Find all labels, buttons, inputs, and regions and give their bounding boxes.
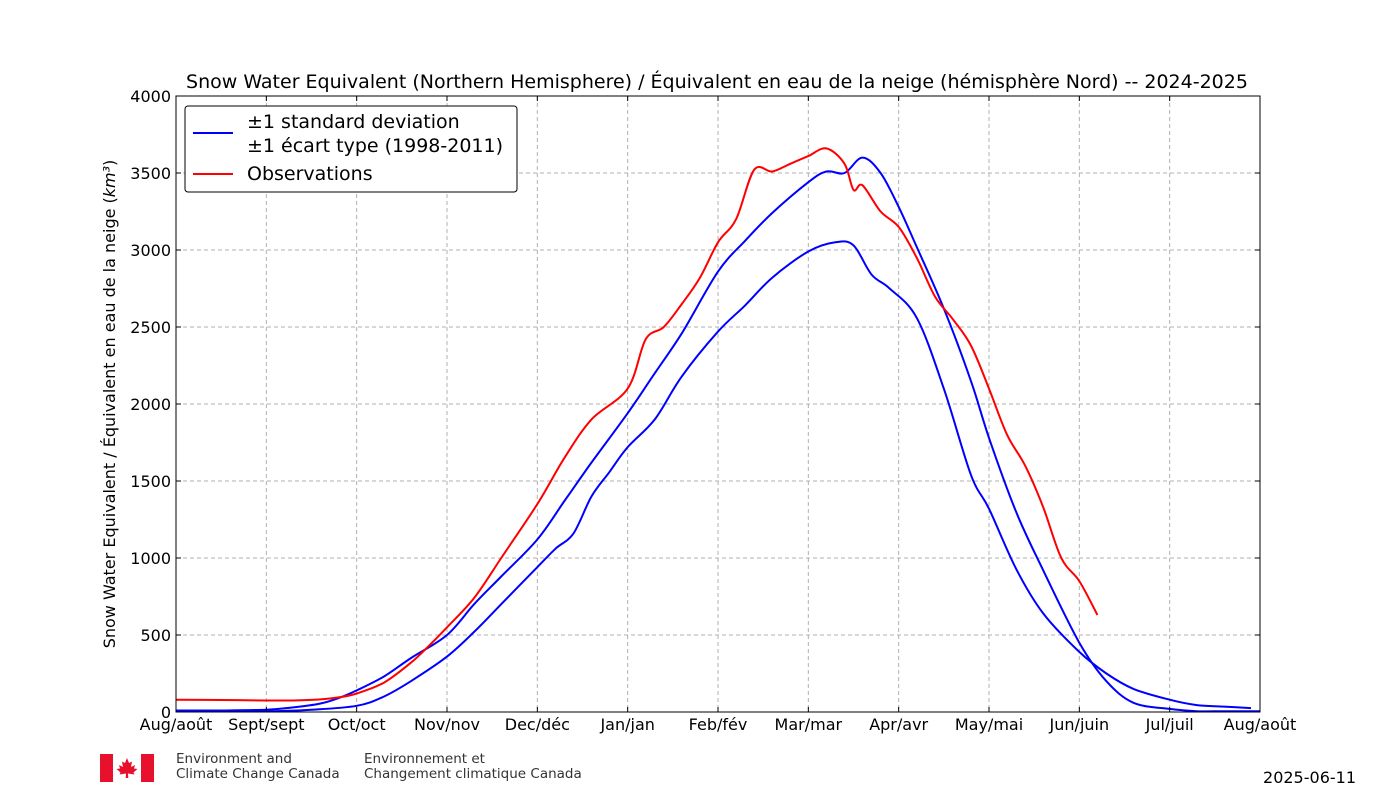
legend-std-label-line1: ±1 standard deviation [247, 111, 460, 133]
series-line-lower [175, 240, 1252, 713]
series-line-observed [175, 147, 1099, 702]
x-tick-label: Aug/août [140, 715, 213, 734]
org-fr-line1: Environnement et [364, 751, 485, 767]
x-tick-label: Dec/déc [505, 715, 570, 734]
y-tick-label: 1000 [130, 549, 171, 568]
y-tick-label: 3000 [130, 241, 171, 260]
y-tick-label: 0 [161, 703, 171, 722]
org-en-line1: Environment and [176, 751, 292, 767]
org-fr-line2: Changement climatique Canada [364, 766, 582, 782]
y-tick-label: 2500 [130, 318, 171, 337]
y-tick-label: 3500 [130, 164, 171, 183]
x-tick-label: Jul/juil [1145, 715, 1194, 734]
y-tick-label: 4000 [130, 87, 171, 106]
x-tick-label: Oct/oct [328, 715, 386, 734]
swe-chart: Snow Water Equivalent (Northern Hemisphe… [100, 70, 1297, 734]
x-tick-label: Mar/mar [775, 715, 843, 734]
legend: ±1 standard deviation ±1 écart type (199… [184, 105, 518, 193]
legend-std-label-line2: ±1 écart type (1998-2011) [247, 135, 503, 157]
x-tick-labels: Aug/août Sept/sept Oct/oct Nov/nov Dec/déc Ja… [140, 96, 1297, 734]
x-tick-label: Aug/août [1224, 715, 1297, 734]
y-tick-label: 2000 [130, 395, 171, 414]
series-line-upper [175, 156, 1260, 713]
y-tick-labels: 0 500 1000 1500 2000 2500 3000 3500 4000 [130, 87, 1260, 722]
report-date: 2025-06-11 [1263, 768, 1356, 787]
legend-obs-label: Observations [247, 163, 373, 185]
y-axis-label: Snow Water Equivalent / Équivalent en ea… [100, 160, 119, 649]
y-axis-unit: km³ [100, 166, 119, 197]
x-tick-label: Nov/nov [414, 715, 480, 734]
x-tick-label: Feb/fév [689, 715, 748, 734]
canada-flag-icon [100, 754, 154, 782]
chart-title: Snow Water Equivalent (Northern Hemisphe… [186, 70, 1248, 93]
x-tick-label: Jun/juin [1049, 715, 1110, 734]
x-tick-label: Sept/sept [228, 715, 304, 734]
org-name-english: Environment and Climate Change Canada [176, 752, 340, 782]
legend-box [184, 105, 518, 193]
org-name-french: Environnement et Changement climatique C… [364, 752, 582, 782]
org-en-line2: Climate Change Canada [176, 766, 340, 782]
gridlines [176, 96, 1260, 712]
y-tick-label: 500 [140, 626, 171, 645]
series-lines [175, 147, 1260, 713]
x-tick-label: Apr/avr [869, 715, 928, 734]
x-tick-label: May/mai [955, 715, 1023, 734]
y-tick-label: 1500 [130, 472, 171, 491]
x-tick-label: Jan/jan [599, 715, 654, 734]
